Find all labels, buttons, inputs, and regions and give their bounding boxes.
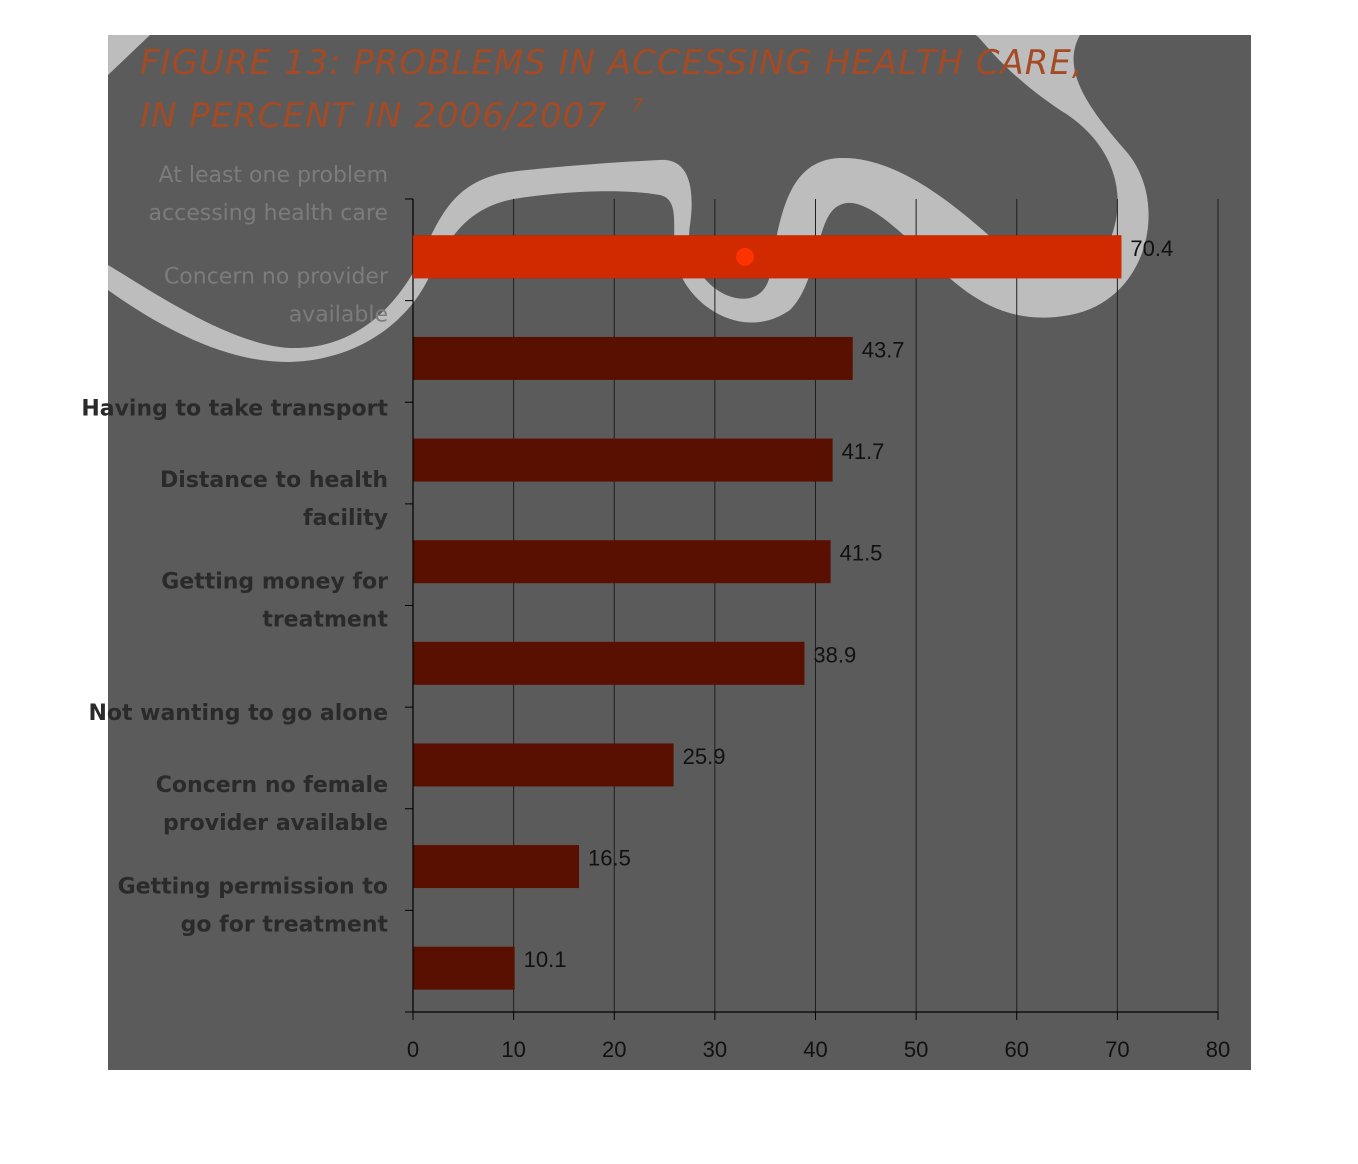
- value-label-4: 38.9: [813, 642, 856, 667]
- bar-4: [413, 641, 805, 685]
- category-label-line: available: [289, 303, 388, 328]
- value-label-6: 16.5: [588, 846, 631, 871]
- category-label-line: go for treatment: [181, 912, 389, 937]
- category-label-line: Concern no provider: [164, 265, 389, 290]
- category-label-5: Not wanting to go alone: [88, 701, 388, 726]
- bar-2: [413, 438, 833, 482]
- highlight-layer: [413, 235, 1122, 279]
- category-label-0: At least one problem accessing health car…: [149, 163, 388, 226]
- x-tick-label-30: 30: [703, 1037, 727, 1062]
- value-label-5: 25.9: [683, 744, 726, 769]
- value-labels: 70.4 43.7 41.7 41.5 38.9 25.9 16.5 10.1: [524, 236, 1174, 972]
- x-tick-label-60: 60: [1005, 1037, 1029, 1062]
- highlight-dot: [736, 247, 754, 266]
- value-label-3: 41.5: [840, 541, 883, 566]
- bar-7: [413, 946, 515, 990]
- x-tick-label-80: 80: [1206, 1037, 1230, 1062]
- swoosh-shape: [108, 35, 1149, 363]
- category-label-line: Getting permission to: [118, 874, 388, 899]
- category-label-2: Having to take transport: [81, 396, 388, 421]
- gridlines: [513, 199, 1219, 1012]
- x-tick-label-40: 40: [803, 1037, 827, 1062]
- axes: 0 10 20 30 40 50 60 70 80: [405, 198, 1230, 1062]
- chart-title-group: FIGURE 13: PROBLEMS IN ACCESSING HEALTH …: [140, 43, 1084, 136]
- decorative-swoosh: [108, 35, 1149, 363]
- bar-5: [413, 743, 674, 787]
- category-label-line: Not wanting to go alone: [88, 701, 388, 726]
- category-label-4: Getting money for treatment: [161, 570, 388, 633]
- highlight-bar: [413, 235, 1122, 279]
- category-label-3: Distance to health facility: [160, 468, 388, 531]
- category-label-line: provider available: [163, 811, 388, 836]
- value-label-2: 41.7: [842, 439, 885, 464]
- category-label-line: treatment: [262, 608, 388, 633]
- x-tick-label-20: 20: [602, 1037, 626, 1062]
- value-label-1: 43.7: [862, 337, 905, 362]
- category-label-line: Having to take transport: [81, 396, 388, 421]
- bar-1: [413, 336, 853, 380]
- chart-subtitle: IN PERCENT IN 2006/2007 7: [140, 95, 644, 136]
- x-tick-label-0: 0: [407, 1037, 419, 1062]
- category-label-6: Concern no female provider available: [156, 773, 388, 836]
- chart-title-superscript: 7: [632, 95, 644, 116]
- bar-3: [413, 540, 831, 584]
- category-label-line: Getting money for: [161, 570, 388, 595]
- category-label-7: Getting permission to go for treatment: [118, 874, 389, 937]
- category-label-line: facility: [303, 506, 388, 531]
- category-label-line: Concern no female: [156, 773, 388, 798]
- x-tick-label-10: 10: [501, 1037, 525, 1062]
- category-label-line: At least one problem: [159, 163, 388, 188]
- category-label-line: accessing health care: [149, 201, 388, 226]
- value-label-7: 10.1: [524, 947, 567, 972]
- bar-6: [413, 845, 580, 889]
- category-label-1: Concern no provider available: [164, 265, 389, 328]
- x-tick-label-70: 70: [1105, 1037, 1129, 1062]
- category-labels: At least one problem accessing health car…: [81, 163, 389, 937]
- x-tick-label-50: 50: [904, 1037, 928, 1062]
- value-label-0: 70.4: [1130, 236, 1173, 261]
- chart-subtitle-text: IN PERCENT IN 2006/2007: [140, 96, 608, 136]
- category-label-line: Distance to health: [160, 468, 388, 493]
- chart-title: FIGURE 13: PROBLEMS IN ACCESSING HEALTH …: [140, 43, 1084, 83]
